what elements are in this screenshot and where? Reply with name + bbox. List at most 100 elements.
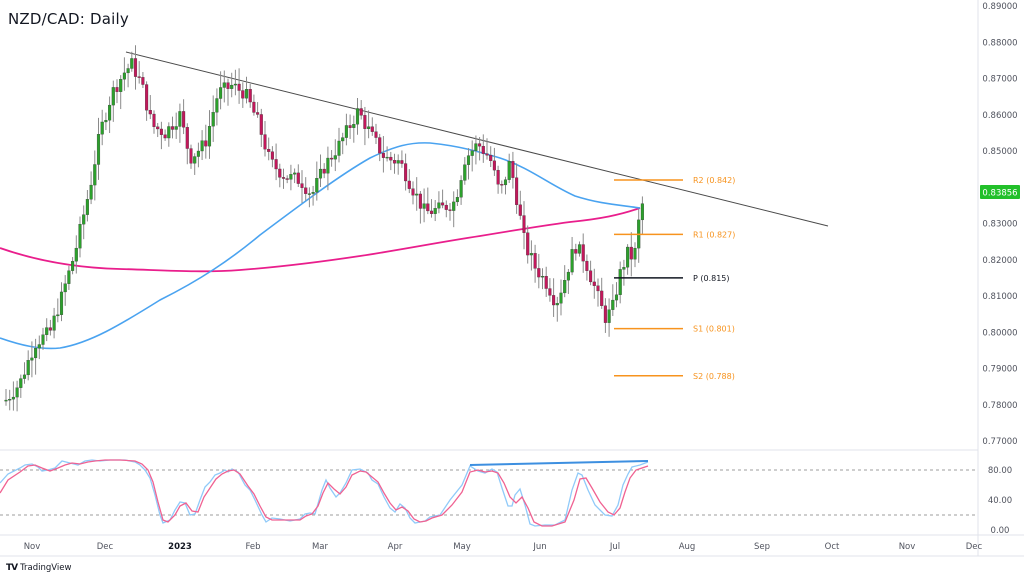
candle-body: [22, 374, 27, 379]
price-axis[interactable]: 0.89000 0.88000 0.87000 0.86000 0.85000 0.830…: [982, 2, 1017, 447]
candle-body: [611, 299, 615, 310]
candle-body: [122, 72, 126, 80]
candle-body: [211, 112, 215, 127]
candle-body: [285, 178, 289, 180]
candle-body: [444, 204, 448, 210]
candle-body: [511, 161, 515, 178]
candle-body: [489, 155, 493, 161]
candle-body: [322, 168, 326, 174]
time-tick-label: Oct: [825, 542, 840, 552]
price-tick-label: 0.82000: [982, 256, 1017, 266]
time-axis[interactable]: Nov Dec 2023 Feb Mar Apr May Jun Jul Aug Sep Oct Nov…: [24, 542, 983, 552]
candle-body: [607, 309, 611, 323]
time-tick-label: 2023: [168, 542, 192, 552]
candle-body: [418, 193, 422, 209]
candle-body: [137, 76, 141, 78]
candle-body: [156, 126, 160, 130]
candle-body: [267, 148, 271, 152]
candle-body: [196, 150, 200, 157]
candle-body: [326, 157, 330, 174]
candle-body: [178, 111, 182, 127]
descending-trendline[interactable]: [125, 51, 829, 227]
candle-body: [359, 108, 363, 116]
chart-title: NZD/CAD: Daily: [8, 10, 129, 28]
candle-body: [293, 172, 297, 175]
candle-body: [270, 151, 274, 160]
candle-body: [533, 253, 537, 269]
candle-body: [389, 156, 393, 161]
candle-body: [544, 275, 548, 289]
price-tick-label: 0.83000: [982, 220, 1017, 230]
candle-body: [82, 214, 86, 225]
candle-body: [56, 314, 60, 317]
candle-body: [207, 126, 212, 147]
candle-body: [296, 172, 300, 184]
price-tick-label: 0.86000: [982, 111, 1017, 121]
tradingview-name: TradingView: [20, 563, 72, 573]
candle-body: [367, 126, 371, 129]
level-label-s2: S2 (0.788): [693, 372, 735, 381]
candle-body: [45, 327, 49, 335]
candle-body: [300, 183, 304, 188]
candle-body: [355, 108, 360, 125]
candle-body: [448, 209, 452, 211]
candle-body: [222, 82, 226, 88]
pivot-levels[interactable]: R2 (0.842) R1 (0.827) P (0.815) S1 (0.801) S…: [614, 176, 735, 381]
price-tick-label: 0.89000: [982, 2, 1017, 12]
candle-body: [141, 77, 145, 85]
last-price-tag: 0.83856: [980, 185, 1020, 199]
stoch-divergence-line[interactable]: [469, 460, 649, 466]
candle-body: [318, 168, 323, 179]
candle-body: [248, 89, 252, 103]
candle-body: [4, 399, 8, 402]
candle-body: [63, 283, 67, 293]
time-tick-label: Aug: [679, 542, 696, 552]
candle-body: [48, 327, 52, 331]
tradingview-branding[interactable]: TV TradingView: [6, 563, 71, 573]
candle-body: [363, 115, 367, 129]
candle-body: [559, 292, 563, 304]
candle-body: [182, 111, 186, 128]
time-tick-label: Nov: [899, 542, 916, 552]
candle-body: [459, 180, 463, 198]
candlesticks: [4, 45, 644, 412]
time-tick-label: Dec: [97, 542, 114, 552]
candle-body: [522, 215, 526, 233]
candle-body: [215, 98, 219, 113]
candle-body: [415, 193, 419, 196]
time-tick-label: May: [453, 542, 471, 552]
candle-body: [193, 156, 197, 164]
candle-body: [422, 203, 426, 209]
candle-body: [163, 134, 167, 139]
candle-body: [274, 159, 278, 170]
level-label-r1: R1 (0.827): [693, 230, 735, 239]
candle-body: [600, 290, 604, 306]
candle-body: [85, 199, 89, 215]
candle-body: [93, 164, 97, 186]
svg-text:0.83856: 0.83856: [982, 189, 1017, 199]
candle-body: [633, 247, 637, 260]
candle-body: [89, 184, 93, 200]
candle-body: [11, 396, 15, 400]
candle-body: [537, 268, 541, 278]
candle-body: [581, 244, 585, 262]
candle-body: [526, 232, 530, 256]
candle-body: [392, 160, 397, 164]
candle-body: [400, 160, 404, 164]
time-tick-label: Mar: [312, 542, 329, 552]
candle-body: [185, 127, 189, 149]
price-tick-label: 0.87000: [982, 75, 1017, 85]
candle-body: [174, 126, 178, 130]
candle-body: [256, 112, 260, 115]
candle-body: [466, 155, 471, 165]
candle-body: [374, 131, 378, 138]
candle-body: [378, 137, 382, 154]
candle-body: [230, 84, 234, 89]
candle-body: [589, 270, 593, 283]
candle-body: [252, 101, 256, 113]
price-tick-label: 0.77000: [982, 437, 1017, 447]
candle-body: [189, 148, 193, 164]
candle-body: [30, 357, 34, 361]
candle-body: [237, 83, 241, 91]
